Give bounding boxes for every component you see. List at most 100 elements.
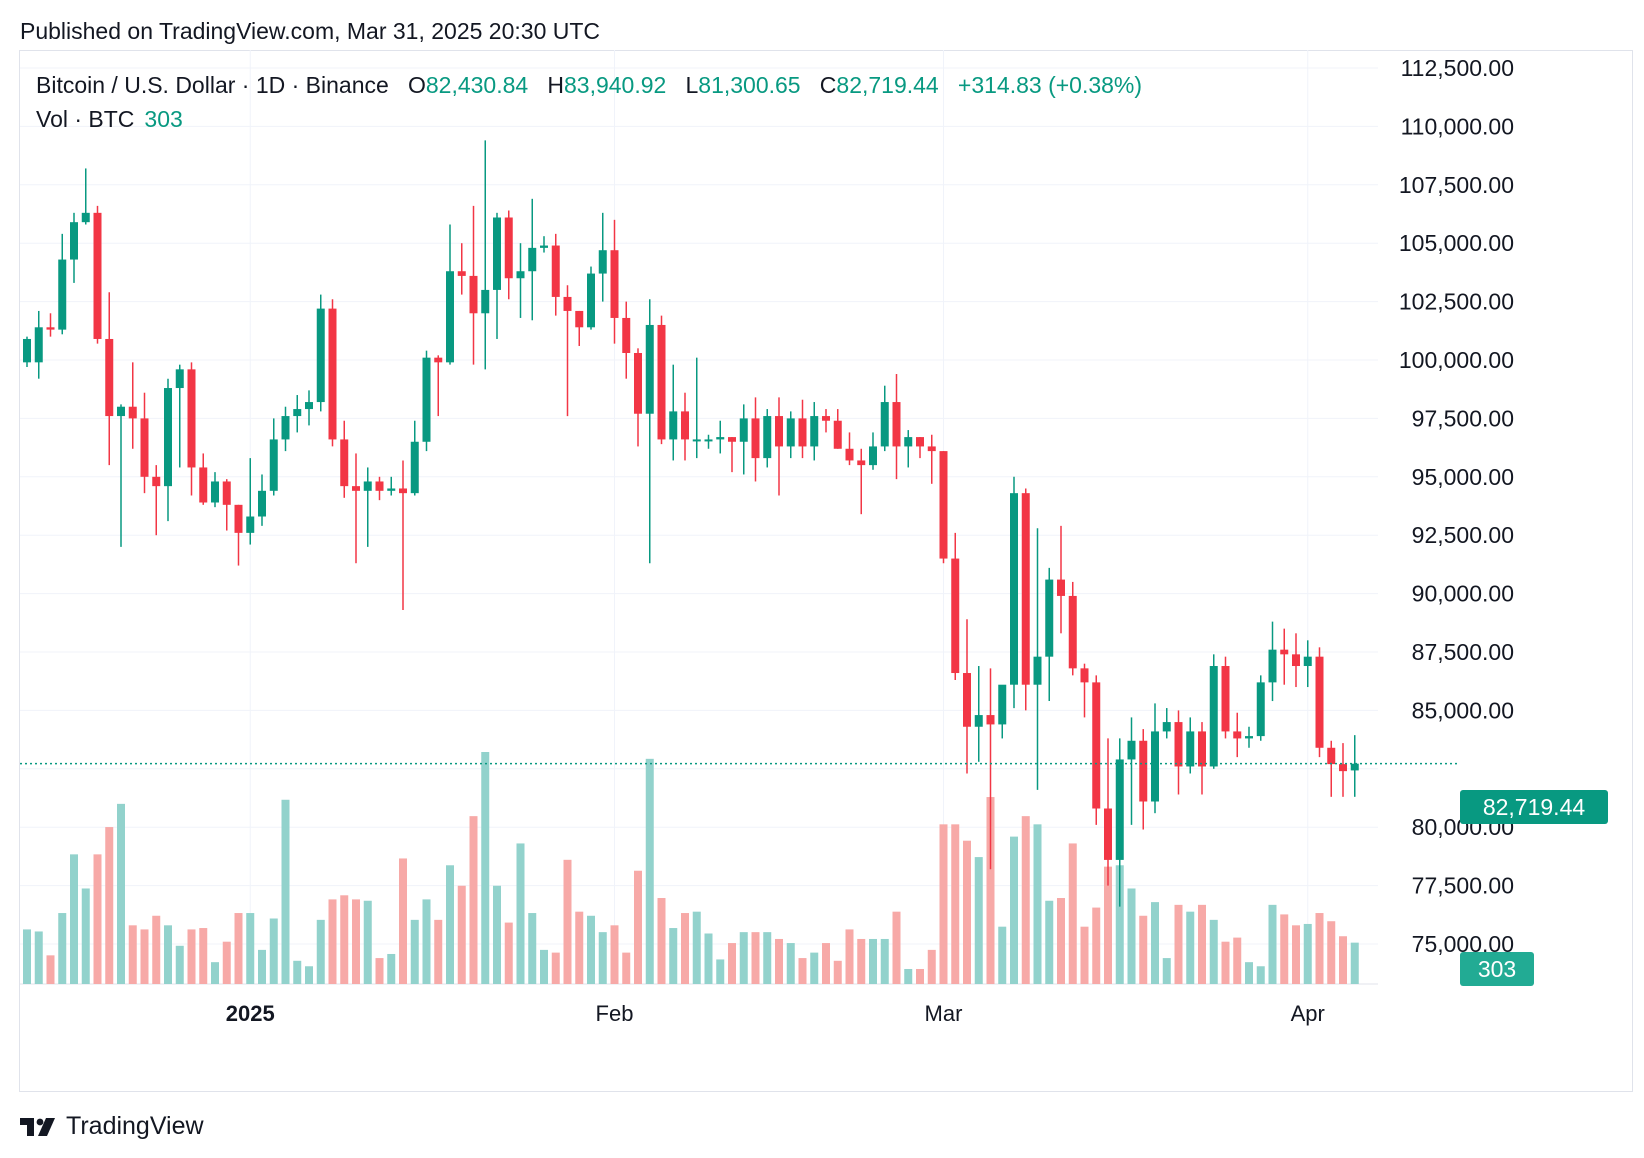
- candle-body[interactable]: [1033, 656, 1042, 685]
- candle-body[interactable]: [1256, 682, 1265, 737]
- brand[interactable]: TradingView: [20, 1112, 204, 1141]
- candle-body[interactable]: [105, 338, 114, 417]
- candle-body[interactable]: [692, 439, 701, 442]
- candle-body[interactable]: [822, 416, 830, 421]
- candle-body[interactable]: [187, 369, 196, 468]
- candle-body[interactable]: [352, 486, 360, 491]
- candle-body[interactable]: [587, 273, 595, 328]
- candle-body[interactable]: [845, 448, 854, 461]
- candle-body[interactable]: [434, 357, 443, 363]
- candle-body[interactable]: [328, 308, 337, 440]
- candle-body[interactable]: [23, 338, 31, 363]
- candle-body[interactable]: [1139, 740, 1148, 802]
- candle-body[interactable]: [1080, 668, 1089, 683]
- candle-body[interactable]: [1186, 731, 1195, 767]
- candle-body[interactable]: [211, 481, 219, 503]
- candle-body[interactable]: [269, 439, 278, 491]
- candle-body[interactable]: [246, 516, 255, 533]
- candle-body[interactable]: [199, 467, 208, 503]
- candle-body[interactable]: [316, 308, 325, 403]
- candle-body[interactable]: [939, 451, 948, 559]
- candle-body[interactable]: [563, 296, 572, 311]
- candle-body[interactable]: [1174, 722, 1183, 767]
- candle-body[interactable]: [152, 476, 161, 487]
- candle-body[interactable]: [1209, 666, 1218, 767]
- candle-body[interactable]: [1010, 493, 1018, 685]
- candle-body[interactable]: [904, 437, 913, 447]
- candle-body[interactable]: [869, 446, 877, 466]
- candle-body[interactable]: [1233, 731, 1242, 739]
- candle-body[interactable]: [998, 684, 1007, 725]
- candle-body[interactable]: [222, 481, 231, 505]
- candle-body[interactable]: [93, 212, 102, 339]
- candle-body[interactable]: [46, 327, 55, 330]
- candle-body[interactable]: [775, 416, 783, 447]
- candle-body[interactable]: [281, 416, 290, 440]
- candle-body[interactable]: [1350, 763, 1359, 771]
- candle-body[interactable]: [516, 271, 525, 279]
- candle-body[interactable]: [551, 245, 560, 297]
- candle-body[interactable]: [1127, 740, 1136, 760]
- chart-frame[interactable]: [19, 50, 1633, 1092]
- candle-body[interactable]: [1268, 649, 1277, 683]
- candle-body[interactable]: [927, 446, 936, 452]
- candle-body[interactable]: [763, 416, 772, 459]
- candle-body[interactable]: [1315, 656, 1324, 748]
- candle-body[interactable]: [234, 504, 243, 533]
- candle-body[interactable]: [951, 558, 960, 674]
- candle-body[interactable]: [798, 418, 807, 447]
- candle-body[interactable]: [1292, 654, 1300, 667]
- candle-body[interactable]: [857, 460, 866, 466]
- candle-body[interactable]: [1221, 666, 1230, 732]
- candle-body[interactable]: [305, 402, 313, 410]
- candle-body[interactable]: [1303, 656, 1312, 667]
- candle-body[interactable]: [140, 418, 149, 477]
- candle-body[interactable]: [833, 420, 842, 449]
- candle-body[interactable]: [375, 481, 384, 491]
- candle-body[interactable]: [164, 388, 172, 487]
- candle-body[interactable]: [880, 402, 889, 447]
- candle-body[interactable]: [340, 439, 349, 487]
- candle-body[interactable]: [575, 310, 584, 328]
- candle-body[interactable]: [657, 324, 666, 440]
- candle-body[interactable]: [598, 250, 607, 274]
- candle-body[interactable]: [1104, 808, 1112, 860]
- candle-body[interactable]: [363, 481, 372, 491]
- symbol-title[interactable]: Bitcoin / U.S. Dollar · 1D · Binance: [36, 72, 389, 98]
- candle-body[interactable]: [1151, 731, 1159, 802]
- candle-body[interactable]: [504, 217, 513, 279]
- candle-body[interactable]: [892, 402, 901, 447]
- candle-body[interactable]: [1115, 759, 1124, 860]
- candle-body[interactable]: [622, 317, 631, 353]
- candle-body[interactable]: [681, 411, 689, 440]
- candle-body[interactable]: [645, 324, 654, 414]
- candle-body[interactable]: [457, 271, 466, 276]
- candle-body[interactable]: [610, 250, 619, 318]
- candle-body[interactable]: [751, 418, 760, 459]
- candle-body[interactable]: [1280, 649, 1289, 655]
- candle-body[interactable]: [963, 673, 971, 727]
- candle-body[interactable]: [128, 406, 137, 419]
- candle-body[interactable]: [81, 212, 90, 223]
- candle-body[interactable]: [399, 488, 407, 494]
- candle-body[interactable]: [1057, 579, 1065, 596]
- candle-body[interactable]: [34, 327, 43, 363]
- candle-body[interactable]: [1021, 493, 1030, 685]
- candle-body[interactable]: [634, 352, 642, 414]
- candle-body[interactable]: [70, 222, 78, 260]
- candle-body[interactable]: [986, 715, 995, 725]
- volume-label[interactable]: Vol · BTC: [36, 106, 135, 132]
- candle-body[interactable]: [422, 357, 431, 442]
- candle-body[interactable]: [446, 271, 454, 363]
- candle-body[interactable]: [117, 406, 125, 417]
- candle-body[interactable]: [493, 217, 501, 290]
- candle-body[interactable]: [58, 259, 67, 330]
- candle-body[interactable]: [916, 437, 924, 447]
- candle-body[interactable]: [258, 490, 266, 517]
- candle-body[interactable]: [481, 289, 490, 314]
- candle-body[interactable]: [1162, 722, 1171, 732]
- candle-body[interactable]: [704, 439, 713, 442]
- candle-body[interactable]: [528, 247, 537, 272]
- candle-body[interactable]: [540, 245, 548, 248]
- candle-body[interactable]: [293, 409, 302, 417]
